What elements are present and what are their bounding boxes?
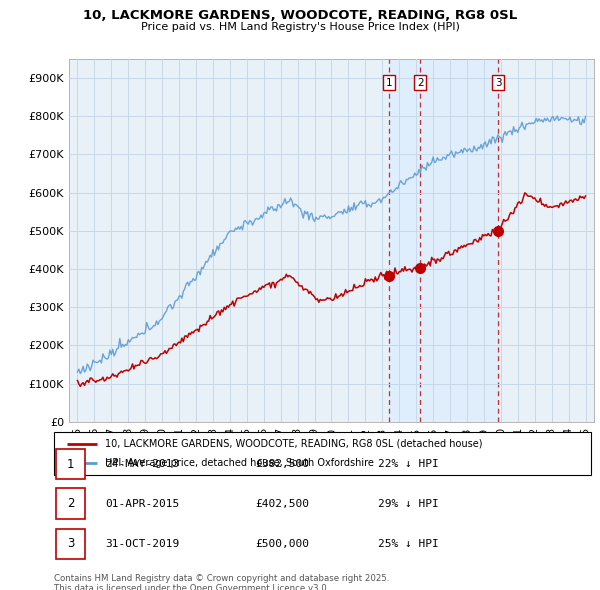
Text: 22% ↓ HPI: 22% ↓ HPI [378, 459, 439, 469]
Text: £402,500: £402,500 [255, 499, 309, 509]
Text: 01-APR-2015: 01-APR-2015 [105, 499, 179, 509]
Text: 2: 2 [67, 497, 74, 510]
Text: £500,000: £500,000 [255, 539, 309, 549]
Text: 10, LACKMORE GARDENS, WOODCOTE, READING, RG8 0SL (detached house): 10, LACKMORE GARDENS, WOODCOTE, READING,… [105, 439, 482, 449]
Text: 2: 2 [417, 78, 424, 87]
Text: 25% ↓ HPI: 25% ↓ HPI [378, 539, 439, 549]
Text: 1: 1 [385, 78, 392, 87]
Text: 10, LACKMORE GARDENS, WOODCOTE, READING, RG8 0SL: 10, LACKMORE GARDENS, WOODCOTE, READING,… [83, 9, 517, 22]
Text: 3: 3 [494, 78, 501, 87]
Bar [389, 59, 421, 422]
Text: Price paid vs. HM Land Registry's House Price Index (HPI): Price paid vs. HM Land Registry's House … [140, 22, 460, 32]
Text: £382,500: £382,500 [255, 459, 309, 469]
Text: 3: 3 [67, 537, 74, 550]
Text: 31-OCT-2019: 31-OCT-2019 [105, 539, 179, 549]
Text: 29% ↓ HPI: 29% ↓ HPI [378, 499, 439, 509]
Text: 1: 1 [67, 457, 74, 471]
Bar [421, 59, 498, 422]
Text: Contains HM Land Registry data © Crown copyright and database right 2025.
This d: Contains HM Land Registry data © Crown c… [54, 574, 389, 590]
Text: 24-MAY-2013: 24-MAY-2013 [105, 459, 179, 469]
Text: HPI: Average price, detached house, South Oxfordshire: HPI: Average price, detached house, Sout… [105, 458, 374, 468]
